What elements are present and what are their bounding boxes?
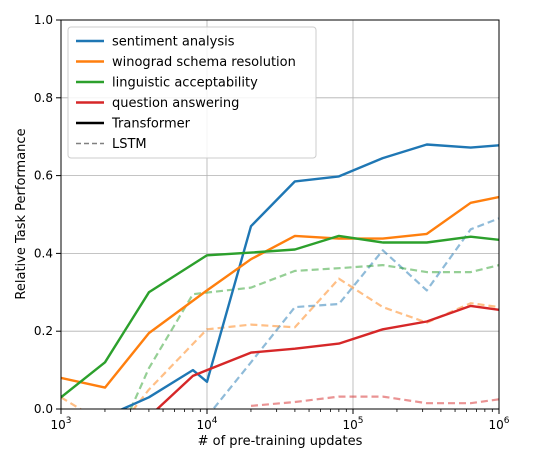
legend-label: Transformer (111, 117, 191, 132)
x-tick-label: 104 (196, 416, 217, 432)
series-line-linguistic-acceptability-transformer (61, 234, 499, 399)
series-layer (61, 143, 499, 409)
legend-label: LSTM (112, 137, 147, 152)
legend-box (67, 26, 317, 159)
y-tick-label: 1.0 (34, 13, 53, 27)
legend-label: winograd schema resolution (112, 55, 296, 70)
series-line-question-answering-transformer (155, 304, 499, 409)
x-tick-label: 105 (342, 416, 363, 432)
legend-label: sentiment analysis (112, 35, 235, 50)
x-tick-label: 103 (50, 416, 71, 432)
legend: sentiment analysis winograd schema resolu… (67, 26, 317, 159)
y-tick-label: 0.0 (34, 402, 53, 416)
y-axis-label: Relative Task Performance (14, 128, 29, 299)
x-axis-label: # of pre-training updates (198, 434, 363, 449)
plot-frame (60, 19, 500, 410)
y-tick-label: 0.4 (34, 246, 53, 260)
series-line-linguistic-acceptability-lstm (129, 264, 499, 409)
x-tick-label: 106 (488, 416, 509, 432)
series-line-winograd-schema-resolution-transformer (61, 195, 499, 389)
ticks: 103 104 105 106 0.0 0.2 0.4 0.6 0.8 1.0 (34, 13, 510, 432)
series-line-question-answering-lstm (250, 395, 499, 407)
legend-label: linguistic acceptability (112, 76, 258, 91)
legend-label: question answering (112, 96, 239, 111)
series-line-winograd-schema-resolution-lstm (61, 277, 499, 409)
series-line-sentiment-analysis-transformer (119, 143, 499, 409)
y-tick-label: 0.8 (34, 91, 53, 105)
y-tick-label: 0.6 (34, 169, 53, 183)
y-tick-label: 0.2 (34, 324, 53, 338)
